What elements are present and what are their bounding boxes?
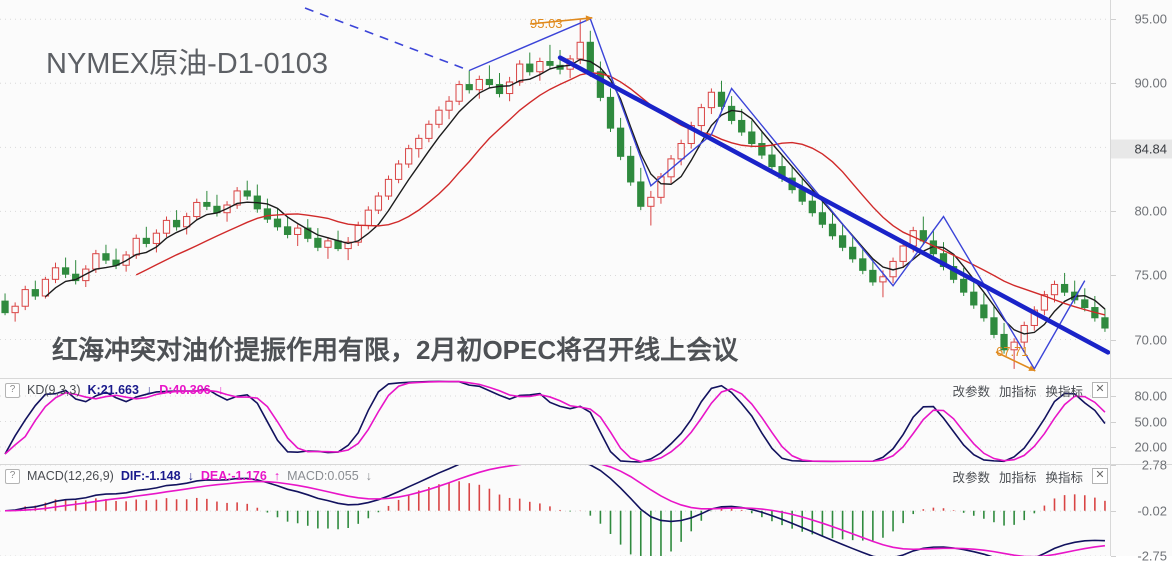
kd-indicator-name: KD(9,3,3) <box>27 383 81 397</box>
kd-d-value: D:40.306 <box>159 383 211 397</box>
kd-header: ? KD(9,3,3) K:21.663 ↓ D:40.306 ↓ <box>0 379 224 401</box>
axis-tick-mark <box>1111 556 1116 557</box>
macd-tick: -0.02 <box>1137 503 1167 519</box>
change-params-button[interactable]: 改参数 <box>952 384 990 399</box>
kd-tick: 80.00 <box>1134 388 1167 404</box>
swing-high-label: 95.03 <box>530 16 563 31</box>
axis-tick-mark <box>1111 211 1116 213</box>
price-tick: 95.00 <box>1134 11 1167 27</box>
kd-d-arrow-icon: ↓ <box>217 383 224 397</box>
macd-toolbar: 改参数 加指标 换指标 ✕ <box>952 465 1108 487</box>
axis-tick-mark <box>1111 19 1116 21</box>
macd-axis: 2.78 -0.02 -2.75 <box>1110 458 1172 564</box>
macd-tick: 2.78 <box>1141 457 1167 473</box>
macd-indicator-name: MACD(12,26,9) <box>27 469 114 483</box>
kd-k-arrow-icon: ↓ <box>145 383 153 397</box>
help-icon[interactable]: ? <box>5 382 20 398</box>
kd-chart-plot[interactable] <box>0 379 1110 464</box>
kd-axis: 80.00 50.00 20.00 <box>1110 379 1172 464</box>
macd-dea-value: DEA:-1.176 <box>200 469 267 483</box>
macd-dif-arrow-icon: ↓ <box>187 469 194 483</box>
macd-chart-plot[interactable] <box>0 465 1110 556</box>
macd-arrow-icon: ↓ <box>365 469 372 483</box>
kd-k-value: K:21.663 <box>87 383 139 397</box>
page-title: NYMEX原油-D1-0103 <box>46 48 329 80</box>
macd-tick: -2.75 <box>1137 548 1167 564</box>
panel-divider-1 <box>0 378 1172 379</box>
macd-header: ? MACD(12,26,9) DIF:-1.148 ↓ DEA:-1.176 … <box>0 465 372 487</box>
swing-low-label: 67.71 <box>996 344 1029 359</box>
macd-value: MACD:0.055 <box>287 469 359 483</box>
axis-tick-mark <box>1111 421 1116 423</box>
close-icon[interactable]: ✕ <box>1092 382 1108 398</box>
axis-tick-mark <box>1111 275 1116 277</box>
price-panel: NYMEX原油-D1-0103 红海冲突对油价提振作用有限，2月初OPEC将召开… <box>0 0 1172 378</box>
current-price-badge: 84.84 <box>1111 139 1172 159</box>
price-tick: 80.00 <box>1134 203 1167 219</box>
close-icon[interactable]: ✕ <box>1092 468 1108 484</box>
macd-dea-arrow-icon: ↑ <box>273 469 281 483</box>
macd-panel: ? MACD(12,26,9) DIF:-1.148 ↓ DEA:-1.176 … <box>0 458 1172 564</box>
add-indicator-button[interactable]: 加指标 <box>998 470 1037 485</box>
kd-toolbar: 改参数 加指标 换指标 ✕ <box>952 379 1108 401</box>
change-params-button[interactable]: 改参数 <box>952 470 990 485</box>
add-indicator-button[interactable]: 加指标 <box>998 384 1037 399</box>
switch-indicator-button[interactable]: 换指标 <box>1045 384 1083 399</box>
axis-tick-mark <box>1111 511 1116 513</box>
price-tick: 70.00 <box>1134 332 1167 348</box>
help-icon[interactable]: ? <box>5 468 20 484</box>
kd-tick: 50.00 <box>1134 414 1167 429</box>
price-chart-plot[interactable] <box>0 0 1110 378</box>
axis-tick-mark <box>1111 83 1116 85</box>
price-tick: 90.00 <box>1134 75 1167 91</box>
macd-dif-value: DIF:-1.148 <box>120 469 181 483</box>
axis-tick-mark <box>1111 339 1116 341</box>
axis-tick-mark <box>1111 465 1116 466</box>
headline-text: 红海冲突对油价提振作用有限，2月初OPEC将召开线上会议 <box>52 335 739 365</box>
kd-tick: 20.00 <box>1134 439 1167 455</box>
switch-indicator-button[interactable]: 换指标 <box>1045 470 1083 485</box>
axis-tick-mark <box>1111 447 1116 448</box>
kd-panel: ? KD(9,3,3) K:21.663 ↓ D:40.306 ↓ 改参数 加指… <box>0 379 1172 464</box>
axis-tick-mark <box>1111 396 1116 397</box>
price-tick: 75.00 <box>1134 267 1167 283</box>
